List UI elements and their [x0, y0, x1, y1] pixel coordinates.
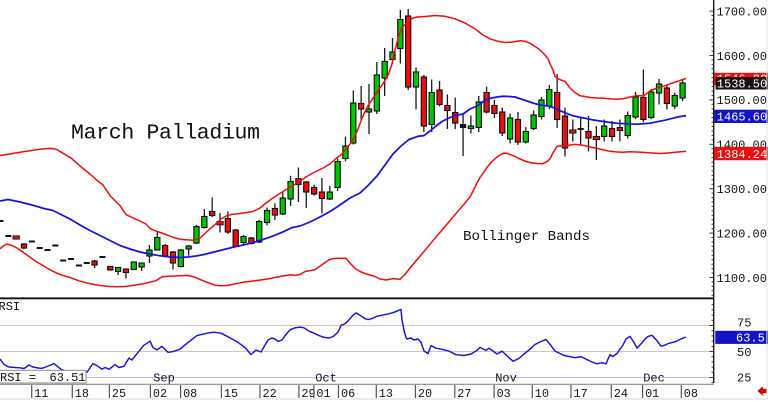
- svg-text:25: 25: [112, 387, 126, 400]
- svg-text:Nov: Nov: [495, 371, 517, 385]
- svg-text:08: 08: [684, 387, 698, 400]
- svg-text:1500.00: 1500.00: [717, 94, 767, 108]
- svg-text:10: 10: [535, 387, 549, 400]
- svg-text:13: 13: [379, 387, 393, 400]
- svg-text:03: 03: [497, 387, 511, 400]
- svg-text:March Palladium: March Palladium: [71, 122, 260, 146]
- svg-text:01: 01: [645, 387, 659, 400]
- svg-text:11: 11: [34, 387, 48, 400]
- svg-text:06: 06: [341, 387, 355, 400]
- svg-text:63.5: 63.5: [736, 332, 765, 346]
- svg-text:RSI =: RSI =: [0, 371, 36, 385]
- svg-text:1538.50: 1538.50: [717, 78, 767, 92]
- svg-text:Dec: Dec: [643, 371, 665, 385]
- svg-text:1100.00: 1100.00: [717, 272, 767, 286]
- svg-text:27: 27: [457, 387, 471, 400]
- svg-text:1384.24: 1384.24: [717, 148, 767, 162]
- svg-text:Oct: Oct: [315, 371, 337, 385]
- svg-text:Sep: Sep: [153, 371, 175, 385]
- svg-text:24: 24: [614, 387, 628, 400]
- svg-text:20: 20: [418, 387, 432, 400]
- svg-text:1700.00: 1700.00: [717, 5, 767, 19]
- svg-text:1600.00: 1600.00: [717, 50, 767, 64]
- svg-text:1200.00: 1200.00: [717, 227, 767, 241]
- svg-text:50: 50: [737, 346, 751, 360]
- svg-text:17: 17: [574, 387, 588, 400]
- svg-text:22: 22: [263, 387, 277, 400]
- svg-text:1465.60: 1465.60: [717, 111, 767, 125]
- svg-text:63.51: 63.51: [50, 371, 86, 385]
- svg-text:25: 25: [737, 372, 751, 386]
- svg-text:1300.00: 1300.00: [717, 183, 767, 197]
- svg-text:15: 15: [224, 387, 238, 400]
- svg-text:75: 75: [737, 316, 751, 330]
- svg-text:01: 01: [316, 387, 330, 400]
- svg-text:RSI: RSI: [0, 300, 20, 314]
- svg-text:18: 18: [75, 387, 89, 400]
- svg-text:08: 08: [183, 387, 197, 400]
- svg-text:Bollinger Bands: Bollinger Bands: [463, 229, 590, 245]
- svg-text:02: 02: [153, 387, 167, 400]
